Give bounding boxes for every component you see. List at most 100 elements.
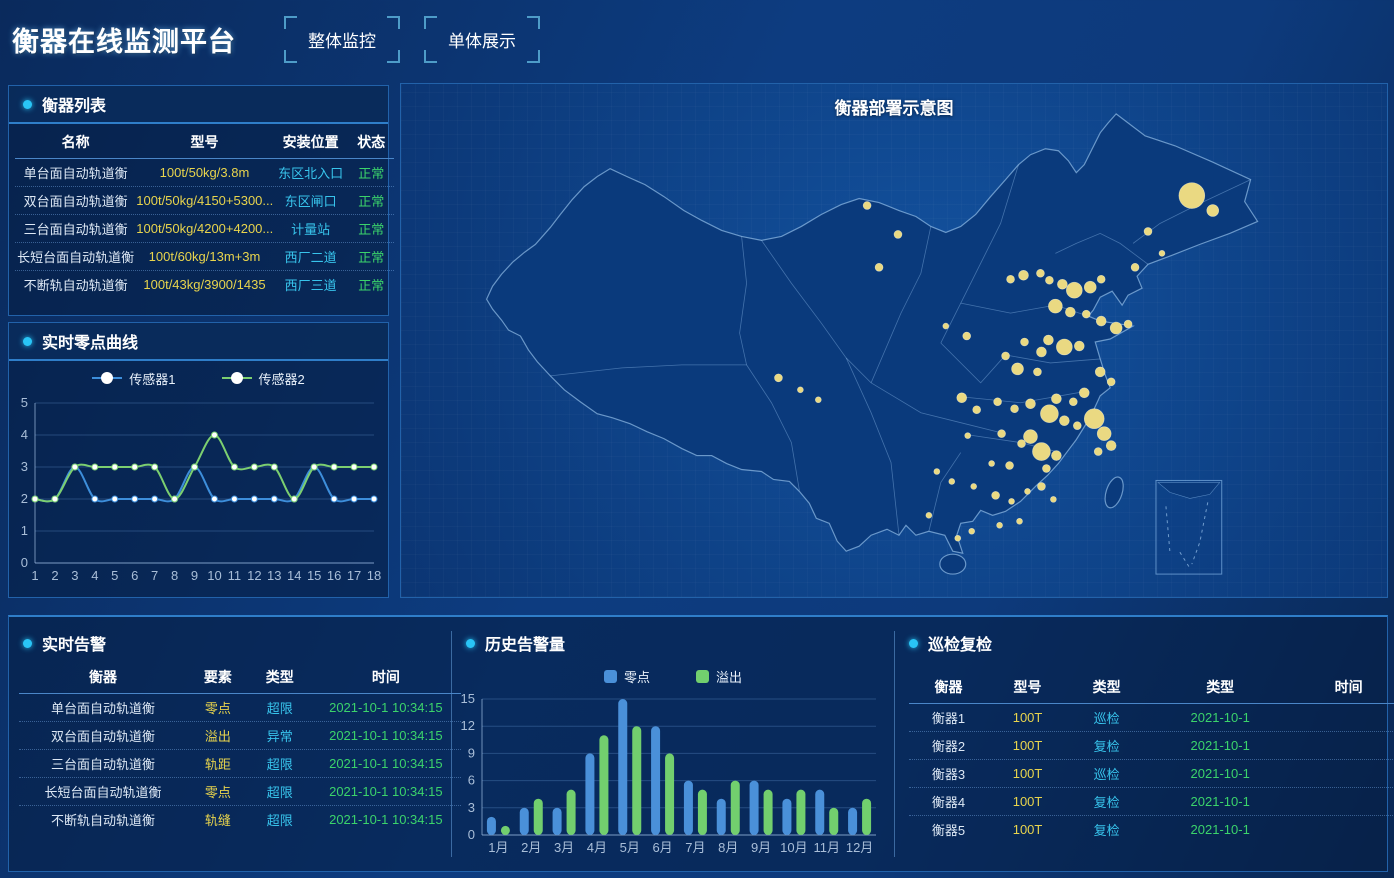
map-bubble [1051, 450, 1062, 461]
legend-item[interactable]: 传感器2 [221, 369, 305, 388]
alarm-table: 衡器 要素 类型 时间 单台面自动轨道衡 零点 超限 2021-10-1 10:34:15 双台… [9, 659, 471, 833]
data-point [290, 495, 298, 503]
data-point [270, 495, 278, 503]
table-cell: 衡器2 [931, 739, 966, 754]
bar [749, 780, 759, 835]
legend-item[interactable]: 溢出 [696, 667, 742, 686]
table-row: 长短台面自动轨道衡 100t/60kg/13m+3m 西厂二道 正常 [15, 243, 394, 271]
svg-text:5: 5 [21, 395, 28, 410]
table-row: 单台面自动轨道衡 100t/50kg/3.8m 东区北入口 正常 [15, 159, 394, 187]
svg-text:5: 5 [111, 568, 118, 583]
svg-text:13: 13 [267, 568, 281, 583]
data-point [250, 463, 258, 471]
panel-header: 实时零点曲线 [9, 323, 388, 361]
corner-bracket-icon [284, 49, 297, 63]
map-bubble [1206, 204, 1220, 217]
map-bubble [1017, 439, 1026, 448]
map-bubble [1130, 263, 1140, 272]
data-point [350, 495, 358, 503]
map-bubble [972, 405, 981, 415]
table-cell: 2021-10-1 [1190, 794, 1250, 809]
data-point [131, 463, 139, 471]
table-cell: 轨缝 [204, 813, 231, 828]
table-cell: 巡检 [1093, 767, 1120, 782]
legend-dot-icon [230, 372, 243, 384]
map-bubble [933, 468, 941, 475]
column-header: 类型 [1092, 679, 1121, 695]
svg-text:15: 15 [461, 693, 475, 706]
map-bubble [1051, 393, 1062, 405]
svg-text:16: 16 [327, 568, 341, 583]
corner-bracket-icon [424, 15, 437, 29]
table-cell: 异常 [266, 729, 293, 744]
table-cell: 100T [1012, 710, 1043, 725]
map-bubble [1143, 227, 1153, 236]
map-bubble [964, 432, 972, 439]
data-point [151, 463, 159, 471]
table-cell: 超限 [266, 701, 293, 716]
table-cell: 100T [1012, 794, 1043, 809]
bar [632, 726, 642, 835]
map-bubble [1036, 346, 1047, 358]
map-bubble [925, 512, 933, 519]
table-cell: 100t/50kg/4150+5300... [136, 193, 273, 208]
legend-label: 溢出 [716, 669, 743, 685]
column-header: 安装位置 [282, 134, 339, 150]
legend-item[interactable]: 零点 [603, 667, 650, 686]
data-point [330, 495, 338, 503]
map-bubble [1016, 518, 1023, 525]
map-bubble [1096, 274, 1106, 284]
table-cell: 西厂三道 [284, 278, 337, 293]
column-header: 衡器 [934, 679, 963, 695]
map-bubble [1020, 337, 1029, 347]
map-bubble [962, 331, 972, 341]
nav-tab-overall[interactable]: 整体监控 [284, 15, 400, 63]
province-borders [550, 164, 1251, 536]
map-bubble [1074, 340, 1085, 352]
table-cell: 不断轨自动轨道衡 [50, 813, 155, 828]
table-row: 衡器2 100T 复检 2021-10-1 [909, 732, 1394, 760]
legend-label: 传感器1 [129, 371, 176, 387]
map-bubble [1078, 387, 1090, 399]
legend-dot-icon [101, 372, 114, 384]
svg-text:3: 3 [468, 800, 475, 815]
table-cell: 溢出 [204, 729, 231, 744]
bar [519, 807, 529, 835]
svg-text:12月: 12月 [846, 840, 873, 855]
table-cell: 2021-10-1 10:34:15 [329, 728, 443, 743]
map-bubble [1001, 351, 1010, 361]
section-title: 巡检复检 [928, 637, 993, 654]
legend-item[interactable]: 传感器1 [92, 369, 176, 388]
data-point [171, 495, 179, 503]
svg-text:17: 17 [347, 568, 361, 583]
svg-text:2月: 2月 [521, 840, 541, 855]
data-point [51, 495, 59, 503]
map-bubble [1106, 377, 1116, 387]
table-cell: 东区北入口 [278, 166, 344, 181]
map-bubble [1096, 426, 1112, 441]
svg-text:18: 18 [367, 568, 381, 583]
panel-map: 衡器部署示意图 [400, 83, 1388, 598]
nav-tab-label: 单体展示 [448, 31, 516, 51]
bar [829, 807, 839, 835]
svg-text:2: 2 [51, 568, 58, 583]
map-bubble [1025, 398, 1036, 410]
table-cell: 2021-10-1 10:34:15 [329, 700, 443, 715]
map-bubble [1095, 315, 1107, 327]
table-cell: 正常 [358, 278, 385, 293]
map-bubble [991, 491, 1000, 500]
nav-tab-single[interactable]: 单体展示 [424, 15, 540, 63]
panel-title: 实时零点曲线 [42, 335, 139, 352]
svg-text:12: 12 [461, 718, 475, 733]
corner-bracket-icon [387, 15, 400, 29]
table-cell: 轨距 [204, 757, 231, 772]
app-title: 衡器在线监测平台 [12, 26, 236, 57]
table-cell: 单台面自动轨道衡 [50, 701, 155, 716]
table-cell: 正常 [358, 250, 385, 265]
section-title: 实时告警 [42, 637, 107, 654]
map-bubble [1036, 268, 1045, 278]
map-bubble [954, 534, 962, 542]
svg-text:4: 4 [21, 427, 28, 442]
map-bubble [1057, 278, 1068, 290]
map-bubble [1081, 309, 1091, 319]
